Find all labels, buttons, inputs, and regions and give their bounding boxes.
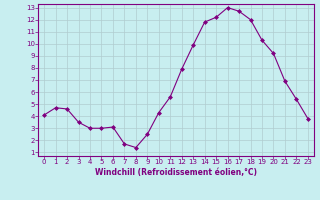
X-axis label: Windchill (Refroidissement éolien,°C): Windchill (Refroidissement éolien,°C) <box>95 168 257 177</box>
